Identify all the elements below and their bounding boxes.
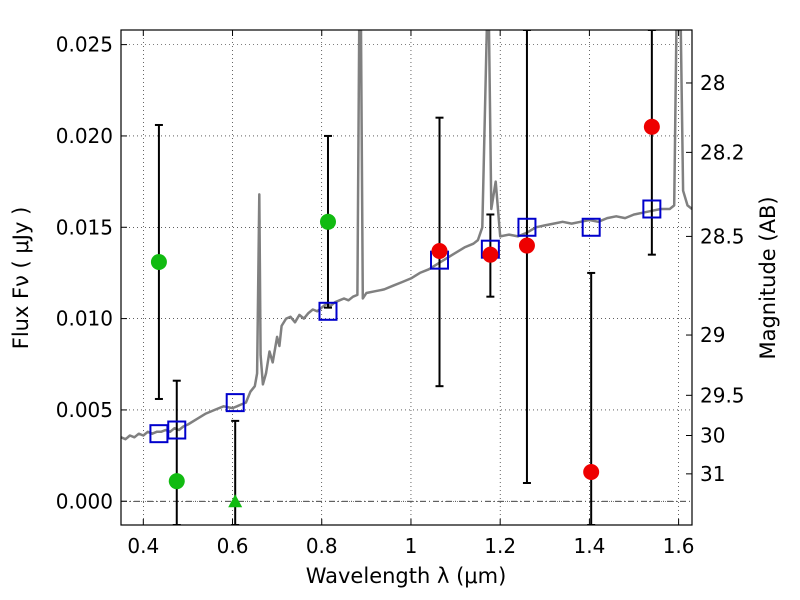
synthetic-photometry-point — [318, 301, 338, 321]
model-sed-line — [121, 30, 692, 441]
y-tick-label: 0.015 — [56, 215, 113, 239]
y-tick-label: 0.020 — [56, 124, 113, 148]
magnitude-tick-label: 28.5 — [700, 224, 745, 248]
y-tick-label: 0.010 — [56, 307, 113, 331]
x-tick-label: 1.6 — [663, 534, 695, 558]
magnitude-tick-label: 29 — [700, 323, 725, 347]
synthetic-photometry-point — [517, 217, 537, 237]
hst-acs-photometry-point — [168, 473, 185, 490]
hst-wfc3-photometry-point — [643, 118, 660, 135]
hst-wfc3-photometry-point — [482, 246, 499, 263]
x-tick-label: 0.6 — [217, 534, 249, 558]
hst-acs-photometry-point — [150, 253, 167, 270]
x-tick-label: 0.8 — [306, 534, 338, 558]
y-axis-label: Flux Fν ( μJy ) — [9, 207, 33, 350]
axis-ticks: 0.4 0.6 0.8 1 1.2 1.4 1.6 0.000 0.005 0.010 0.015 0… — [56, 30, 745, 558]
hst-wfc3-photometry-point — [431, 243, 448, 260]
plot-area — [121, 30, 692, 525]
synthetic-photometry-point — [581, 217, 601, 237]
hst-wfc3-photometry-point — [583, 464, 600, 481]
x-tick-label: 1 — [405, 534, 418, 558]
magnitude-tick-label: 30 — [700, 423, 725, 447]
x-tick-label: 1.4 — [573, 534, 605, 558]
synthetic-photometry-point — [642, 199, 662, 219]
axes-frame — [120, 29, 693, 526]
magnitude-tick-label: 28 — [700, 71, 725, 95]
grid — [121, 30, 692, 525]
magnitude-tick-label: 28.2 — [700, 140, 745, 164]
x-tick-label: 0.4 — [127, 534, 159, 558]
x-axis-label: Wavelength λ (μm) — [306, 564, 507, 588]
synthetic-photometry-point — [167, 420, 187, 440]
magnitude-axis-label: Magnitude (AB) — [756, 196, 780, 359]
y-tick-label: 0.000 — [56, 489, 113, 513]
x-tick-label: 1.2 — [484, 534, 516, 558]
y-tick-label: 0.005 — [56, 398, 113, 422]
hst-acs-photometry-point — [319, 213, 336, 230]
magnitude-tick-label: 31 — [700, 462, 725, 486]
y-tick-label: 0.025 — [56, 33, 113, 57]
upper-limit-point — [228, 494, 243, 508]
magnitude-tick-label: 29.5 — [700, 383, 745, 407]
hst-wfc3-photometry-point — [518, 237, 535, 254]
synthetic-photometry-point — [225, 393, 245, 413]
